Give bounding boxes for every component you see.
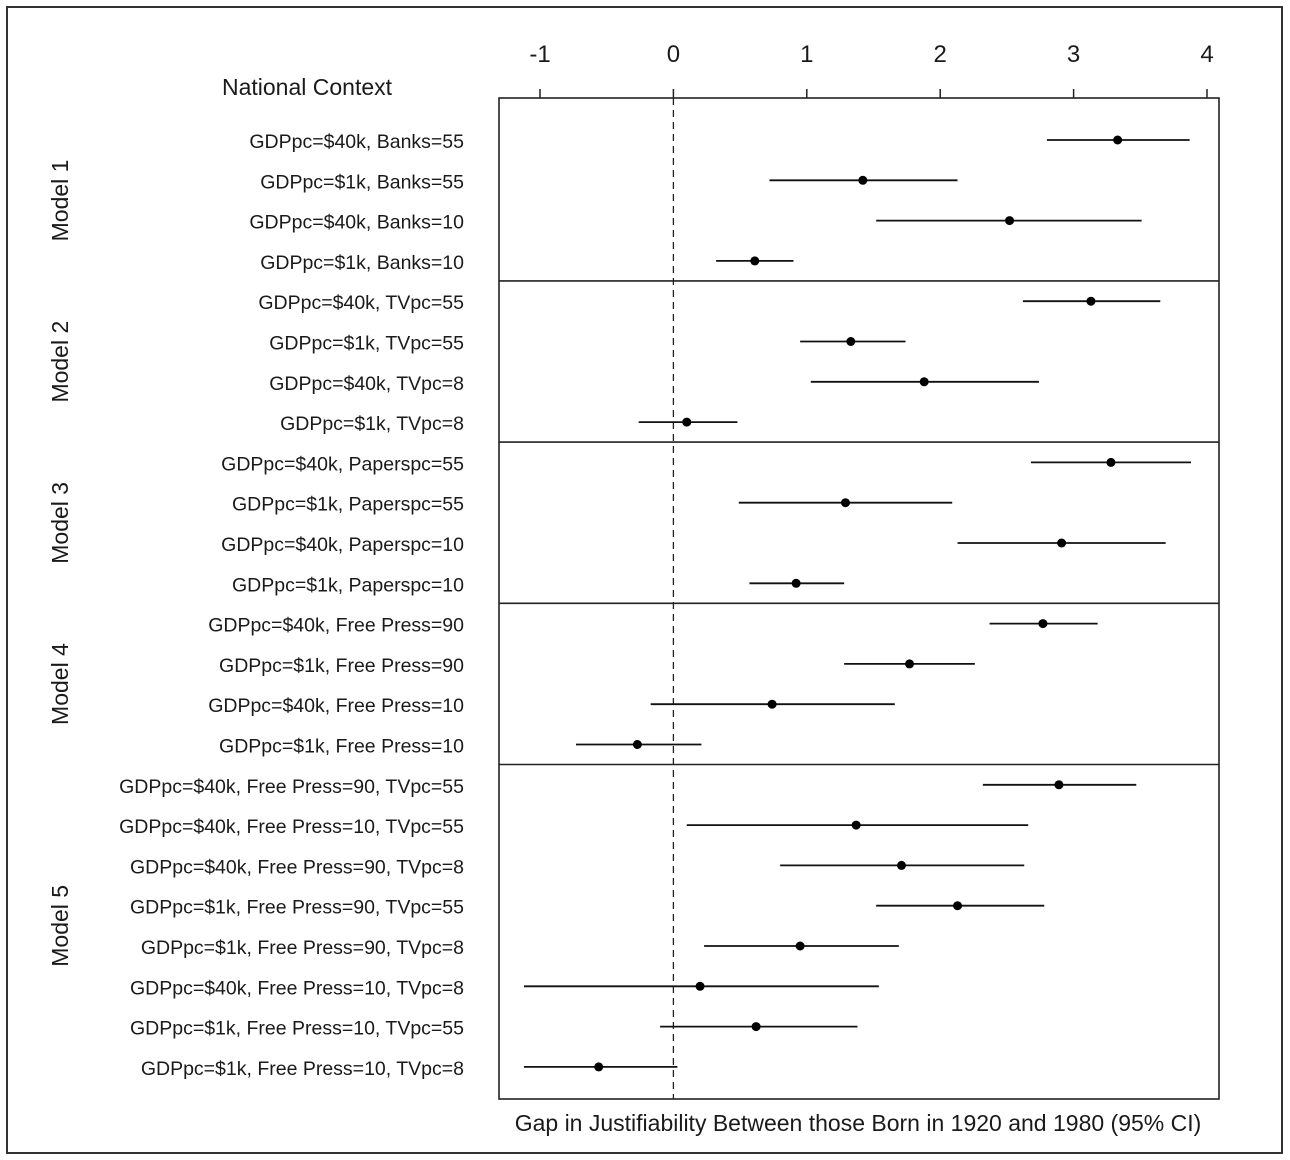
point-estimate <box>594 1062 604 1072</box>
row-label: GDPpc=$40k, Banks=55 <box>249 131 464 153</box>
row-label: GDPpc=$1k, Banks=10 <box>260 252 464 274</box>
point-estimate <box>632 740 642 749</box>
row-label: GDPpc=$1k, Paperspc=55 <box>232 494 464 516</box>
point-estimate <box>795 941 805 951</box>
point-estimate <box>1054 780 1064 790</box>
row-label: GDPpc=$1k, Free Press=10, TVpc=8 <box>141 1058 464 1080</box>
point-estimate <box>1086 296 1096 306</box>
point-estimate <box>897 860 907 870</box>
x-tick-label: 0 <box>667 41 680 68</box>
row-label: GDPpc=$1k, Paperspc=10 <box>232 574 464 596</box>
row-label: GDPpc=$1k, Free Press=10, TVpc=55 <box>130 1018 464 1040</box>
group-label: Model 3 <box>47 482 73 564</box>
row-label: GDPpc=$1k, Free Press=10 <box>219 736 464 758</box>
point-estimate <box>751 1022 761 1032</box>
row-label: GDPpc=$1k, Banks=55 <box>260 171 464 193</box>
point-estimate <box>1005 216 1015 226</box>
point-estimate <box>1106 457 1116 467</box>
row-label: GDPpc=$40k, Banks=10 <box>249 212 464 234</box>
point-estimate <box>846 337 856 346</box>
row-label: GDPpc=$1k, TVpc=8 <box>280 413 464 435</box>
group-label: Model 5 <box>47 885 73 967</box>
left-header: National Context <box>222 74 393 100</box>
point-estimate <box>767 699 777 709</box>
point-estimate <box>1057 538 1067 548</box>
row-label: GDPpc=$40k, TVpc=55 <box>258 292 464 314</box>
row-label: GDPpc=$40k, Paperspc=10 <box>221 534 464 556</box>
x-tick-label: 4 <box>1200 41 1213 68</box>
row-label: GDPpc=$40k, Free Press=10, TVpc=55 <box>119 816 464 838</box>
group-label: Model 2 <box>47 321 73 403</box>
row-label: GDPpc=$1k, Free Press=90, TVpc=8 <box>141 937 464 959</box>
row-label: GDPpc=$40k, Paperspc=55 <box>221 453 464 475</box>
group-label: Model 4 <box>47 643 73 725</box>
point-estimate <box>919 377 929 387</box>
x-axis-label: Gap in Justifiability Between those Born… <box>515 1110 1202 1136</box>
row-label: GDPpc=$40k, Free Press=90, TVpc=55 <box>119 776 464 798</box>
point-estimate <box>1038 619 1048 629</box>
point-estimate <box>858 175 868 185</box>
row-label: GDPpc=$40k, TVpc=8 <box>269 373 464 395</box>
point-estimate <box>1113 135 1123 145</box>
point-estimate <box>851 820 861 830</box>
x-tick-label: 2 <box>934 41 947 68</box>
point-estimate <box>695 981 705 991</box>
point-estimate <box>953 901 963 911</box>
row-label: GDPpc=$40k, Free Press=90, TVpc=8 <box>130 856 464 878</box>
point-estimate <box>905 659 915 669</box>
row-label: GDPpc=$1k, Free Press=90 <box>219 655 464 677</box>
x-tick-label: 1 <box>800 41 813 68</box>
figure-frame <box>6 6 1283 1154</box>
x-tick-label: 3 <box>1067 41 1080 68</box>
x-tick-label: -1 <box>529 41 550 68</box>
row-label: GDPpc=$40k, Free Press=10, TVpc=8 <box>130 977 464 999</box>
group-label: Model 1 <box>47 160 73 242</box>
point-estimate <box>840 498 850 508</box>
point-estimate <box>682 417 692 427</box>
point-estimate <box>791 578 801 588</box>
point-estimate <box>750 256 760 266</box>
plot-box <box>498 97 1220 1100</box>
row-label: GDPpc=$40k, Free Press=90 <box>208 615 464 637</box>
row-label: GDPpc=$1k, Free Press=90, TVpc=55 <box>130 897 464 919</box>
row-label: GDPpc=$40k, Free Press=10 <box>208 695 464 717</box>
row-label: GDPpc=$1k, TVpc=55 <box>269 333 464 355</box>
